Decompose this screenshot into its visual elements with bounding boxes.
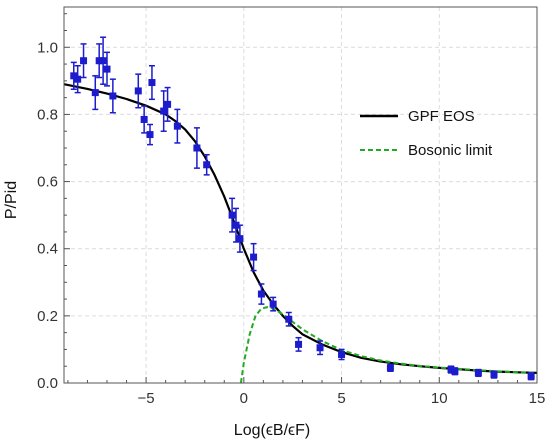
- x-tick-label: −5: [138, 390, 155, 407]
- data-marker: [447, 366, 455, 374]
- data-marker: [95, 57, 103, 65]
- axes: [63, 6, 538, 384]
- data-point: [173, 108, 181, 144]
- data-point: [160, 90, 168, 132]
- data-point: [70, 61, 78, 90]
- x-tick-label: 10: [431, 390, 448, 407]
- data-marker: [203, 161, 211, 169]
- y-tick-label: 0.2: [37, 308, 58, 325]
- y-tick-label: 0.4: [37, 241, 58, 258]
- data-point: [250, 242, 258, 272]
- x-tick-label: 0: [240, 390, 248, 407]
- data-point: [236, 224, 244, 253]
- data-marker: [160, 107, 168, 115]
- bosonic-limit-curve: [239, 306, 538, 384]
- data-marker: [257, 290, 265, 298]
- data-point: [109, 78, 117, 114]
- data-marker: [146, 131, 154, 139]
- data-marker: [474, 369, 482, 377]
- data-marker: [295, 340, 303, 348]
- data-point: [295, 336, 303, 352]
- data-point: [203, 153, 211, 176]
- data-marker: [250, 253, 258, 261]
- y-tick-label: 0.8: [37, 106, 58, 123]
- data-marker: [527, 372, 535, 380]
- data-marker: [451, 367, 459, 375]
- data-point: [134, 73, 142, 109]
- data-marker: [74, 75, 82, 83]
- data-marker: [70, 72, 78, 80]
- x-tick-label: 5: [337, 390, 345, 407]
- data-point: [316, 340, 324, 356]
- data-point: [338, 348, 346, 361]
- data-point: [269, 296, 277, 312]
- data-point: [140, 105, 148, 134]
- data-marker: [164, 100, 172, 108]
- data-point: [285, 311, 293, 327]
- data-marker: [490, 371, 498, 379]
- data-point: [164, 86, 172, 122]
- legend-label-bosonic-limit: Bosonic limit: [408, 142, 493, 159]
- legend: GPF EOS Bosonic limit: [360, 108, 493, 159]
- data-marker: [99, 57, 107, 65]
- data-marker: [193, 144, 201, 152]
- data-marker: [148, 79, 156, 87]
- data-marker: [109, 92, 117, 100]
- data-marker: [228, 211, 236, 219]
- y-tick-label: 1.0: [37, 39, 58, 56]
- data-marker: [386, 364, 394, 372]
- data-marker: [91, 89, 99, 97]
- data-marker: [232, 221, 240, 229]
- data-point: [490, 370, 498, 379]
- y-tick-label: 0.6: [37, 174, 58, 191]
- legend-label-gpf-eos: GPF EOS: [408, 108, 475, 125]
- data-point: [80, 43, 88, 79]
- data-point: [95, 43, 103, 79]
- data-marker: [140, 115, 148, 123]
- x-tick-label: 15: [529, 390, 546, 407]
- data-point: [91, 75, 99, 111]
- data-point: [193, 127, 201, 169]
- data-point: [257, 283, 265, 305]
- data-marker: [103, 65, 111, 73]
- data-marker: [173, 122, 181, 130]
- data-point: [74, 65, 82, 94]
- tick-labels: −5 0 5 10 15 0.0 0.2 0.4 0.6 0.8 1.0: [37, 39, 545, 407]
- data-point: [228, 197, 236, 233]
- data-marker: [80, 57, 88, 65]
- x-axis-title: Log(ϵB/ϵF): [234, 422, 310, 439]
- data-point: [99, 36, 107, 85]
- data-marker: [316, 344, 324, 352]
- y-axis-title: P/Pid: [3, 181, 20, 219]
- data-point: [527, 372, 535, 381]
- data-point: [148, 65, 156, 101]
- data-point: [474, 368, 482, 378]
- data-marker: [269, 300, 277, 308]
- data-point: [103, 51, 111, 87]
- data-marker: [134, 87, 142, 95]
- data-marker: [236, 235, 244, 243]
- data-marker: [285, 315, 293, 323]
- plot-area: [63, 36, 538, 384]
- plot-frame: [63, 6, 538, 384]
- data-point: [451, 367, 459, 376]
- data-point: [146, 123, 154, 146]
- data-point: [386, 363, 394, 372]
- gpf-eos-curve: [63, 83, 538, 374]
- data-marker: [338, 350, 346, 358]
- y-tick-label: 0.0: [37, 375, 58, 392]
